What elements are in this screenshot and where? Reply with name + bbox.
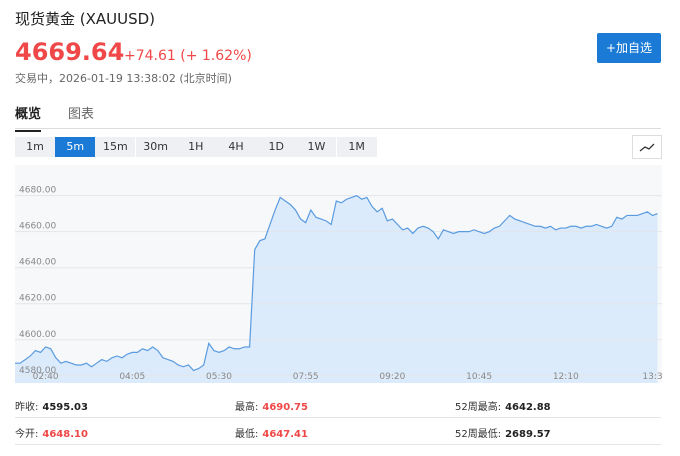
period-button[interactable]: 30m — [135, 137, 176, 157]
add-watchlist-button[interactable]: +加自选 — [597, 33, 661, 63]
stat-label: 52周最低: — [455, 429, 502, 440]
x-tick-label: 07:55 — [293, 372, 319, 382]
stat-value: 2689.57 — [505, 429, 551, 440]
price: 4669.64 — [15, 38, 125, 66]
status: 交易中，2026-01-19 13:38:02 (北京时间) — [15, 72, 232, 85]
tab[interactable]: 概览 — [15, 103, 42, 132]
stat-label: 今开: — [15, 429, 39, 440]
period-button[interactable]: 1M — [336, 137, 377, 157]
stat-label: 最高: — [235, 402, 259, 413]
stat: 今开: 4648.10 — [15, 425, 88, 440]
period-button[interactable]: 1W — [296, 137, 337, 157]
x-tick-label: 12:10 — [553, 372, 579, 382]
price-line — [15, 194, 658, 372]
row-separator — [15, 444, 661, 445]
y-tick-label: 4580.00 — [19, 366, 56, 376]
stat: 最低: 4647.41 — [235, 425, 308, 440]
stat: 52周最高: 4642.88 — [455, 398, 551, 413]
stat-value: 4642.88 — [505, 402, 551, 413]
title: 现货黄金 (XAUUSD) — [15, 10, 156, 28]
x-tick-label: 02:40 — [33, 372, 59, 382]
y-tick-label: 4600.00 — [19, 330, 56, 340]
x-tick-label: 10:45 — [466, 372, 492, 382]
y-tick-label: 4660.00 — [19, 222, 56, 232]
y-tick-label: 4640.00 — [19, 258, 56, 268]
area — [15, 195, 658, 383]
x-tick-label: 04:05 — [119, 372, 145, 382]
stat-label: 最低: — [235, 429, 259, 440]
separator — [15, 128, 661, 129]
row-separator — [15, 417, 661, 418]
period-button[interactable]: 1m — [15, 137, 55, 157]
stat-label: 52周最高: — [455, 402, 502, 413]
line-icon — [639, 143, 655, 152]
x-tick-label: 13:3 — [642, 372, 662, 382]
stat: 昨收: 4595.03 — [15, 398, 88, 413]
period-button[interactable]: 5m — [55, 137, 96, 157]
period-button[interactable]: 15m — [95, 137, 136, 157]
stat: 52周最低: 2689.57 — [455, 425, 551, 440]
price-change: +74.61 (+ 1.62%) — [124, 48, 252, 64]
stat: 最高: 4690.75 — [235, 398, 308, 413]
tab[interactable]: 图表 — [68, 107, 95, 122]
stat-value: 4595.03 — [42, 402, 88, 413]
stat-value: 4690.75 — [262, 402, 308, 413]
x-tick-label: 09:20 — [379, 372, 405, 382]
period-button[interactable]: 1H — [175, 137, 216, 157]
chart-style-button[interactable] — [632, 135, 662, 159]
y-tick-label: 4680.00 — [19, 186, 56, 196]
x-tick-label: 05:30 — [206, 372, 232, 382]
y-tick-label: 4620.00 — [19, 294, 56, 304]
period-button[interactable]: 1D — [256, 137, 297, 157]
stat-value: 4648.10 — [42, 429, 88, 440]
stat-label: 昨收: — [15, 402, 39, 413]
period-button[interactable]: 4H — [216, 137, 256, 157]
stat-value: 4647.41 — [262, 429, 308, 440]
